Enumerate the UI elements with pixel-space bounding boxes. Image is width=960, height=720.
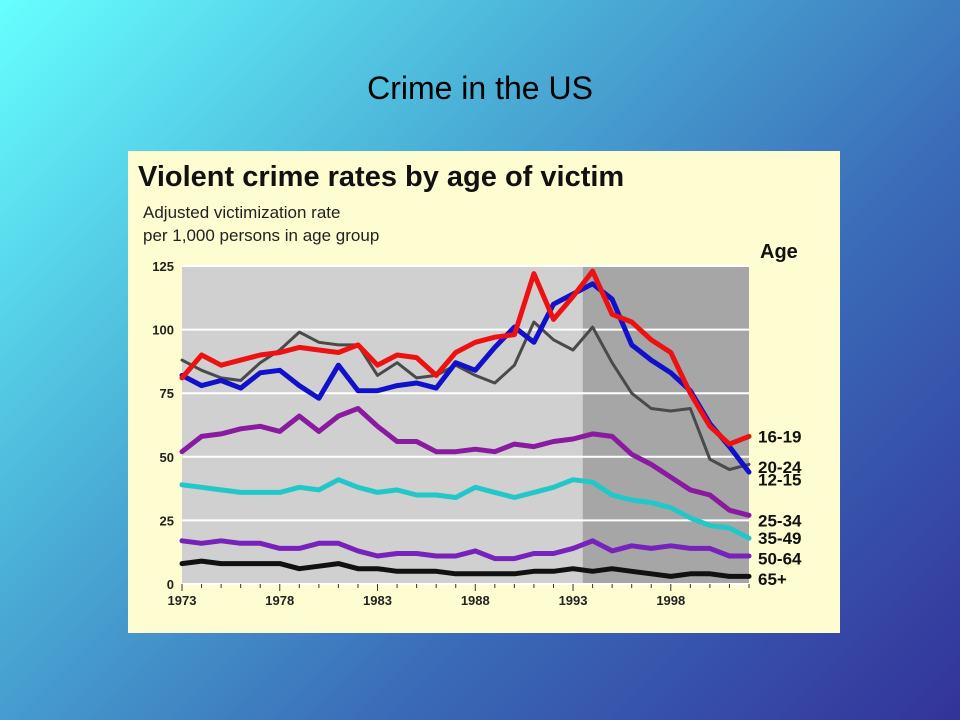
legend-label-20-24: 20-24 (758, 458, 802, 477)
legend-label-65+: 65+ (758, 570, 787, 589)
series-line-50-64 (179, 538, 752, 562)
x-tick-label: 1998 (656, 593, 685, 608)
chart-title: Violent crime rates by age of victim (138, 161, 624, 193)
y-tick-label: 125 (152, 259, 174, 274)
x-tick-label: 1973 (168, 593, 197, 608)
legend-title: Age (760, 241, 798, 263)
y-tick-label: 100 (152, 323, 174, 338)
legend-label-50-64: 50-64 (758, 550, 802, 569)
series-line-35-49 (179, 477, 752, 541)
x-tick-label: 1993 (559, 593, 588, 608)
legend-label-16-19: 16-19 (758, 427, 801, 446)
slide-title: Crime in the US (367, 70, 593, 106)
x-tick-label: 1988 (461, 593, 490, 608)
y-tick-label: 25 (160, 513, 174, 528)
chart-subtitle-line-1: Adjusted victimization rate (143, 203, 340, 222)
legend-label-25-34: 25-34 (758, 511, 802, 530)
series-line-12-15 (179, 281, 752, 475)
x-tick-label: 1983 (363, 593, 392, 608)
y-tick-label: 50 (160, 450, 174, 465)
y-tick-label: 0 (167, 577, 174, 592)
plot-area: 0 25 50 75 100 125 1973 1978 1983 1988 1993 1998 16-… (152, 259, 802, 608)
series-line-65+ (179, 558, 752, 579)
legend-label-35-49: 35-49 (758, 529, 801, 548)
x-tick-label: 1978 (265, 593, 294, 608)
chart-svg: Violent crime rates by age of victim Adj… (138, 161, 802, 608)
shaded-region (582, 266, 749, 584)
legend-label-12-15: 12-15 (758, 471, 801, 490)
chart-subtitle-line-2: per 1,000 persons in age group (143, 226, 379, 245)
series-line-25-34 (179, 406, 752, 518)
series-line-16-19 (179, 268, 752, 447)
y-tick-label: 75 (160, 386, 174, 401)
chart-panel: Violent crime rates by age of victim Adj… (128, 151, 840, 633)
